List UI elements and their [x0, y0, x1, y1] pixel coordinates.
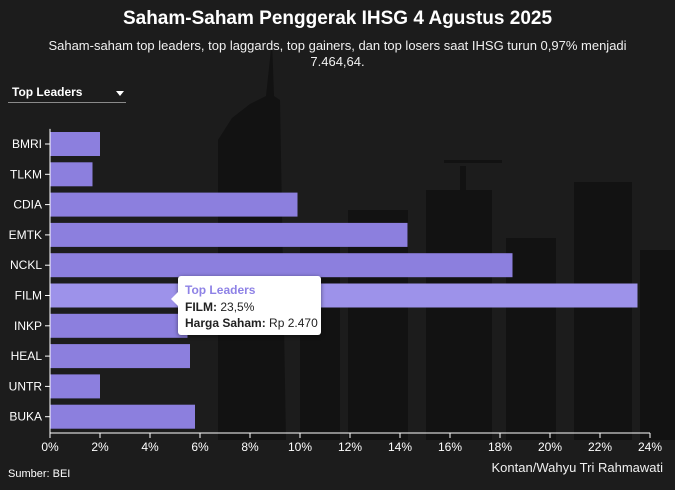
credit-note: Kontan/Wahyu Tri Rahmawati	[491, 460, 663, 475]
x-tick-label: 24%	[638, 440, 662, 454]
x-tick-label: 0%	[41, 440, 59, 454]
category-label: EMTK	[9, 228, 42, 242]
tooltip-value: 23,5%	[220, 300, 255, 314]
x-tick-label: 6%	[191, 440, 209, 454]
x-tick-label: 12%	[338, 440, 362, 454]
category-label: UNTR	[9, 379, 43, 393]
x-tick-label: 14%	[388, 440, 412, 454]
category-label: TLKM	[10, 167, 42, 181]
chart-title: Saham-Saham Penggerak IHSG 4 Agustus 202…	[122, 8, 553, 29]
category-label: HEAL	[11, 349, 43, 363]
chart-subtitle: Saham-saham top leaders, top laggards, t…	[48, 38, 627, 69]
category-label: FILM	[15, 289, 42, 303]
x-tick-label: 8%	[241, 440, 259, 454]
dropdown-selected-value: Top Leaders	[12, 85, 83, 99]
bar-film[interactable]	[50, 283, 638, 308]
bar-tlkm[interactable]	[50, 162, 93, 187]
bar-untr[interactable]	[50, 374, 100, 399]
x-tick-label: 20%	[538, 440, 562, 454]
chevron-down-icon	[116, 91, 124, 96]
x-tick-label: 10%	[288, 440, 312, 454]
x-tick-label: 4%	[141, 440, 159, 454]
tooltip-line-price: Harga Saham: Rp 2.470	[185, 316, 318, 330]
bar-bmri[interactable]	[50, 132, 100, 156]
x-tick-label: 18%	[488, 440, 512, 454]
category-label: CDIA	[13, 198, 42, 212]
bar-nckl[interactable]	[50, 253, 513, 278]
tooltip-pointer	[171, 292, 178, 306]
category-label: BMRI	[12, 137, 42, 151]
bar-inkp[interactable]	[50, 313, 188, 338]
tooltip-title: Top Leaders	[185, 283, 256, 297]
category-label: BUKA	[9, 410, 42, 424]
tooltip-price-label: Harga Saham:	[185, 316, 266, 330]
bar-buka[interactable]	[50, 404, 195, 429]
bar-heal[interactable]	[50, 344, 190, 369]
tooltip-line-value: FILM: 23,5%	[185, 300, 254, 314]
x-tick-label: 22%	[588, 440, 612, 454]
x-tick-label: 2%	[91, 440, 109, 454]
bar-emtk[interactable]	[50, 222, 408, 247]
tooltip-price: Rp 2.470	[269, 316, 318, 330]
x-tick-label: 16%	[438, 440, 462, 454]
tooltip-value-label: FILM:	[185, 300, 217, 314]
category-label: INKP	[14, 319, 42, 333]
bar-cdia[interactable]	[50, 192, 298, 217]
bar-tooltip: Top Leaders FILM: 23,5% Harga Saham: Rp …	[171, 276, 321, 335]
category-label: NCKL	[10, 258, 42, 272]
category-dropdown[interactable]: Top Leaders	[8, 82, 126, 103]
source-note: Sumber: BEI	[8, 468, 71, 480]
